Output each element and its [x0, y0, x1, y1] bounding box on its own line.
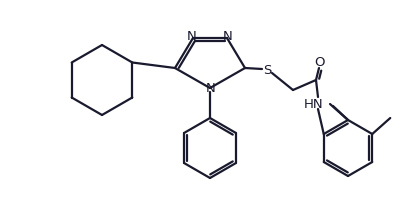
Text: N: N: [187, 31, 197, 43]
Text: N: N: [223, 31, 233, 43]
Text: O: O: [315, 56, 325, 69]
Text: HN: HN: [304, 99, 324, 112]
Text: N: N: [206, 82, 216, 95]
Text: S: S: [263, 64, 271, 77]
